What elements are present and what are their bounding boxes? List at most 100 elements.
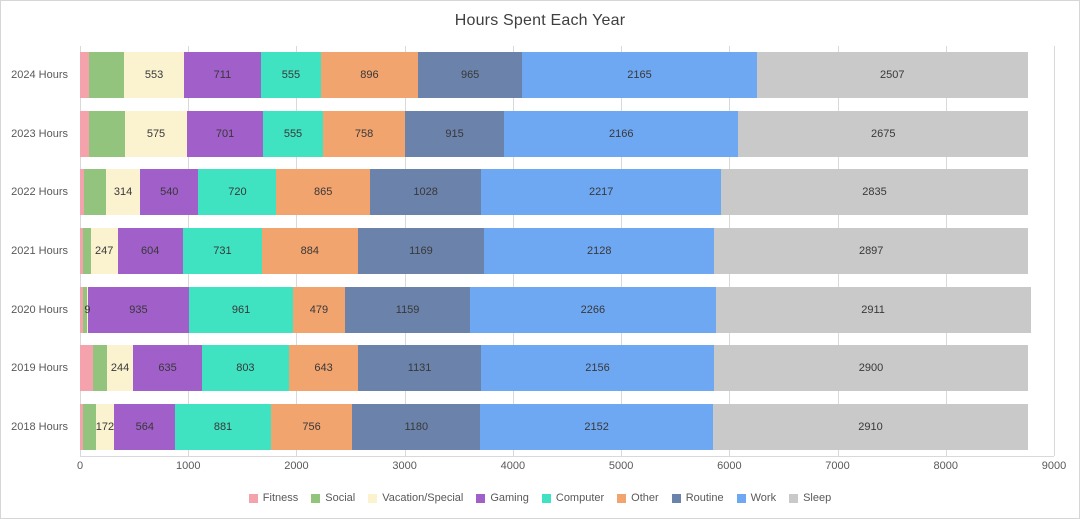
- bar-segment-work: 2165: [522, 52, 757, 99]
- legend-item-routine: Routine: [671, 492, 724, 504]
- bar-segment-vacation-special: 244: [106, 345, 134, 392]
- bar-row-2019-hours: 244 635 803 643 1131 2156 2900: [80, 345, 1054, 392]
- bar-segment-fitness: [80, 286, 84, 333]
- chart-title: Hours Spent Each Year: [454, 12, 626, 29]
- category-label: 2020 Hours: [11, 303, 68, 316]
- bar-segment-label: 701: [215, 127, 235, 140]
- bar-segment-gaming: 604: [117, 228, 183, 274]
- bar-segment-routine: 1131: [358, 345, 481, 392]
- legend-label: Vacation/Special: [382, 492, 464, 504]
- bar-segment-label: 711: [213, 69, 232, 82]
- bar-segment-label: 479: [309, 303, 329, 316]
- bar-segment-sleep: 2675: [738, 110, 1028, 157]
- legend-item-social: Social: [311, 492, 355, 504]
- legend-label: Other: [631, 492, 659, 504]
- bar-segment-other: 865: [276, 169, 370, 216]
- bar-row-2021-hours: 247 604 731 884 1169 2128 2897: [80, 228, 1054, 274]
- legend-item-gaming: Gaming: [476, 492, 529, 504]
- bar-segment-label: 2910: [858, 420, 883, 433]
- bar-segment-sleep: 2897: [714, 228, 1028, 274]
- bar-segment-label: 244: [110, 362, 130, 375]
- category-label: 2022 Hours: [11, 186, 68, 199]
- bar-segment-routine: 1180: [352, 403, 481, 450]
- legend-label: Work: [750, 492, 777, 504]
- bar-segment-work: 2266: [470, 286, 716, 333]
- bar-segment-label: 756: [302, 420, 321, 433]
- bar-segment-label: 1131: [407, 362, 432, 375]
- legend-swatch-icon: [671, 493, 681, 503]
- bar-segment-sleep: 2835: [721, 169, 1028, 216]
- bar-segment-label: 575: [146, 127, 166, 140]
- x-tick-label: 7000: [825, 460, 850, 472]
- bar-segment-label: 2675: [870, 127, 896, 140]
- bar-segment-computer: 720: [198, 169, 277, 216]
- bar-segment-label: 2266: [580, 303, 606, 316]
- bar-segment-label: 2152: [584, 420, 609, 433]
- bar-segment-label: 2128: [587, 245, 612, 257]
- x-tick-label: 1000: [175, 460, 201, 472]
- legend-item-work: Work: [736, 492, 777, 504]
- bar-segment-work: 2166: [504, 110, 739, 157]
- gridline: [1054, 46, 1055, 456]
- bar-segment-label: 2166: [609, 127, 634, 140]
- category-label: 2019 Hours: [11, 362, 68, 375]
- bar-segment-label: 965: [460, 69, 480, 82]
- category-label: 2021 Hours: [11, 245, 68, 257]
- legend-item-computer: Computer: [541, 492, 604, 504]
- bar-segment-sleep: 2507: [756, 52, 1028, 99]
- x-tick-label: 4000: [500, 460, 526, 472]
- bar-segment-gaming: 935: [87, 286, 190, 333]
- bar-segment-computer: 961: [189, 286, 294, 333]
- bar-segment-label: 555: [283, 127, 303, 140]
- bar-segment-label: 2900: [858, 362, 884, 375]
- bar-segment-label: 2156: [585, 362, 610, 375]
- x-tick-label: 9000: [1041, 460, 1067, 472]
- bar-segment-label: 935: [129, 303, 148, 316]
- bar-segment-computer: 555: [262, 110, 324, 157]
- bar-segment-label: 314: [113, 186, 133, 199]
- bar-row-2024-hours: 553 711 555 896 965 2165 2507: [80, 52, 1054, 99]
- bar-segment-label: 1169: [409, 245, 433, 257]
- bar-segment-computer: 731: [182, 228, 262, 274]
- bar-segment-label: 2507: [880, 69, 905, 82]
- bar-segment-label: 172: [95, 420, 115, 433]
- bar-segment-vacation-special: 9: [84, 286, 90, 333]
- bar-segment-label: 884: [300, 245, 319, 257]
- bar-segment-fitness: [80, 403, 83, 450]
- bar-segment-label: 720: [228, 186, 247, 199]
- bar-segment-label: 803: [236, 362, 255, 375]
- legend-swatch-icon: [789, 493, 799, 503]
- bar-segment-label: 635: [158, 362, 177, 375]
- x-tick-label: 0: [76, 460, 84, 472]
- bar-segment-other: 884: [261, 228, 358, 274]
- legend-label: Routine: [685, 492, 724, 504]
- legend-item-sleep: Sleep: [789, 492, 831, 504]
- bar-row-2018-hours: 172 564 881 756 1180 2152 2910: [80, 403, 1054, 450]
- bar-segment-label: 865: [313, 186, 333, 199]
- bar-segment-label: 731: [213, 245, 232, 257]
- legend-swatch-icon: [736, 493, 746, 503]
- bar-segment-label: 2835: [862, 186, 887, 199]
- bar-segment-vacation-special: 247: [90, 228, 118, 274]
- bar-segment-fitness: [80, 52, 89, 99]
- legend-swatch-icon: [311, 493, 321, 503]
- x-tick-label: 5000: [608, 460, 634, 472]
- legend-item-vacation-special: Vacation/Special: [368, 492, 463, 504]
- category-label: 2024 Hours: [11, 69, 68, 82]
- bar-segment-gaming: 701: [187, 110, 263, 157]
- bar-segment-gaming: 540: [140, 169, 199, 216]
- bar-segment-label: 643: [314, 362, 333, 375]
- bar-segment-other: 756: [270, 403, 353, 450]
- bar-segment-vacation-special: 553: [124, 52, 184, 99]
- bar-segment-vacation-special: 575: [124, 110, 188, 157]
- bar-segment-vacation-special: 172: [95, 403, 115, 450]
- bar-segment-routine: 1169: [357, 228, 485, 274]
- bar-segment-social: [83, 228, 91, 274]
- bar-segment-label: 1180: [404, 420, 429, 433]
- bar-segment-work: 2156: [480, 345, 715, 392]
- bar-segment-label: 2911: [861, 303, 885, 316]
- bar-row-2022-hours: 314 540 720 865 1028 2217 2835: [80, 169, 1054, 216]
- bar-segment-fitness: [80, 345, 93, 392]
- x-tick-label: 3000: [392, 460, 417, 472]
